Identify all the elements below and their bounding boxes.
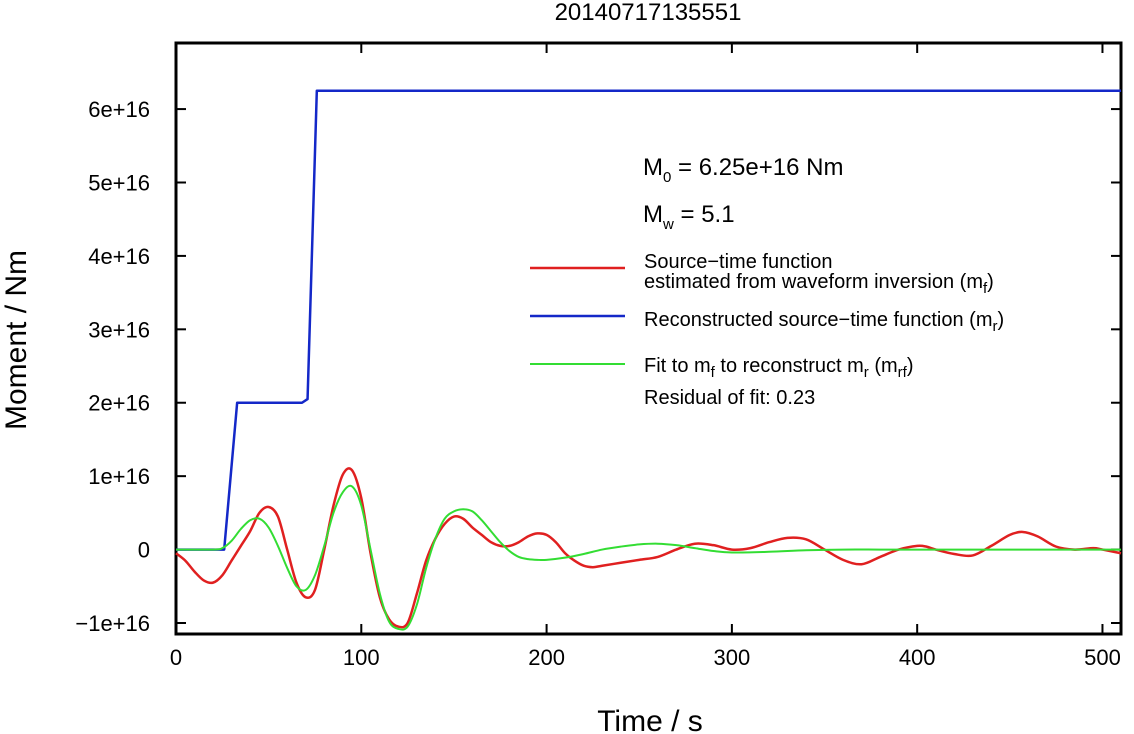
mw-subscript: w: [662, 216, 674, 233]
y-tick-label: 6e+16: [88, 97, 150, 122]
x-tick-label: 400: [899, 645, 936, 670]
legend-green-sub-2: r: [864, 364, 869, 381]
series-line-green: [175, 484, 1121, 631]
legend-red-close: ): [987, 271, 994, 293]
legend-green-text-d: (m: [869, 355, 898, 377]
series-layer: [175, 89, 1122, 631]
x-axis-title: Time / s: [597, 705, 703, 734]
y-tick-label: 3e+16: [88, 317, 150, 342]
y-axis-title: Moment / Nm: [0, 250, 33, 430]
m0-subscript: 0: [663, 169, 671, 186]
y-tick-label: 1e+16: [88, 464, 150, 489]
legend-label-green: Fit to mf to reconstruct mr (mrf): [644, 355, 914, 381]
x-tick-label: 200: [528, 645, 565, 670]
legend-green-sub-1: f: [711, 364, 716, 381]
m0-symbol: M: [643, 154, 663, 181]
legend-label-red-line1: Source−time function: [644, 251, 832, 273]
legend-green-sub-3: rf: [898, 364, 908, 381]
y-tick-label: −1e+16: [75, 611, 150, 636]
x-tick-label: 500: [1084, 645, 1121, 670]
x-tick-label: 100: [343, 645, 380, 670]
x-tick-label: 0: [170, 645, 182, 670]
mw-annotation: Mw = 5.1: [643, 201, 735, 233]
axis-ticks: [175, 43, 1121, 634]
legend-blue-text: Reconstructed source−time function (m: [644, 309, 993, 331]
m0-value: = 6.25e+16 Nm: [671, 154, 843, 181]
y-tick-label: 2e+16: [88, 391, 150, 416]
chart-title: 20140717135551: [555, 0, 742, 26]
y-tick-label: 5e+16: [88, 170, 150, 195]
legend-red-sub: f: [983, 280, 988, 297]
legend-green-close: ): [907, 355, 914, 377]
legend-green-text-a: Fit to m: [644, 355, 711, 377]
plot-frame: [174, 41, 1123, 636]
m0-annotation: M0 = 6.25e+16 Nm: [643, 154, 843, 186]
legend-blue-sub: r: [993, 318, 998, 335]
legend: Source−time function estimated from wave…: [530, 251, 1004, 409]
legend-blue-close: ): [998, 309, 1005, 331]
x-tick-label: 300: [714, 645, 751, 670]
y-tick-label: 0: [138, 538, 150, 563]
series-line-red: [175, 467, 1122, 629]
legend-label-red-line2: estimated from waveform inversion (mf): [644, 271, 994, 297]
legend-green-text-c: to reconstruct m: [715, 355, 864, 377]
legend-red-text: estimated from waveform inversion (m: [644, 271, 983, 293]
mw-symbol: M: [643, 201, 663, 228]
axis-tick-labels: 0 100 200 300 400 500 −1e+16 0 1e+16 2e+16 3e+16 4e…: [75, 97, 1120, 670]
residual-label: Residual of fit: 0.23: [644, 387, 815, 409]
legend-label-blue: Reconstructed source−time function (mr): [644, 309, 1004, 335]
mw-value: = 5.1: [674, 201, 735, 228]
y-tick-label: 4e+16: [88, 244, 150, 269]
series-line-blue: [176, 89, 1121, 551]
